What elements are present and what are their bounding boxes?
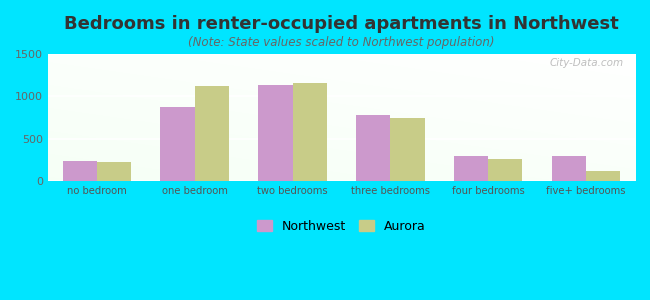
Bar <box>356 115 391 181</box>
Text: City-Data.com: City-Data.com <box>549 58 623 68</box>
Bar <box>97 162 131 181</box>
Bar <box>258 85 292 181</box>
Legend: Northwest, Aurora: Northwest, Aurora <box>252 215 431 238</box>
Bar <box>552 156 586 181</box>
Bar <box>586 171 620 181</box>
Text: (Note: State values scaled to Northwest population): (Note: State values scaled to Northwest … <box>188 36 495 49</box>
Bar <box>391 118 424 181</box>
Title: Bedrooms in renter-occupied apartments in Northwest: Bedrooms in renter-occupied apartments i… <box>64 15 619 33</box>
Bar <box>454 156 488 181</box>
Bar <box>292 83 327 181</box>
Bar <box>161 107 194 181</box>
Bar <box>488 158 523 181</box>
Bar <box>194 86 229 181</box>
Bar <box>62 161 97 181</box>
